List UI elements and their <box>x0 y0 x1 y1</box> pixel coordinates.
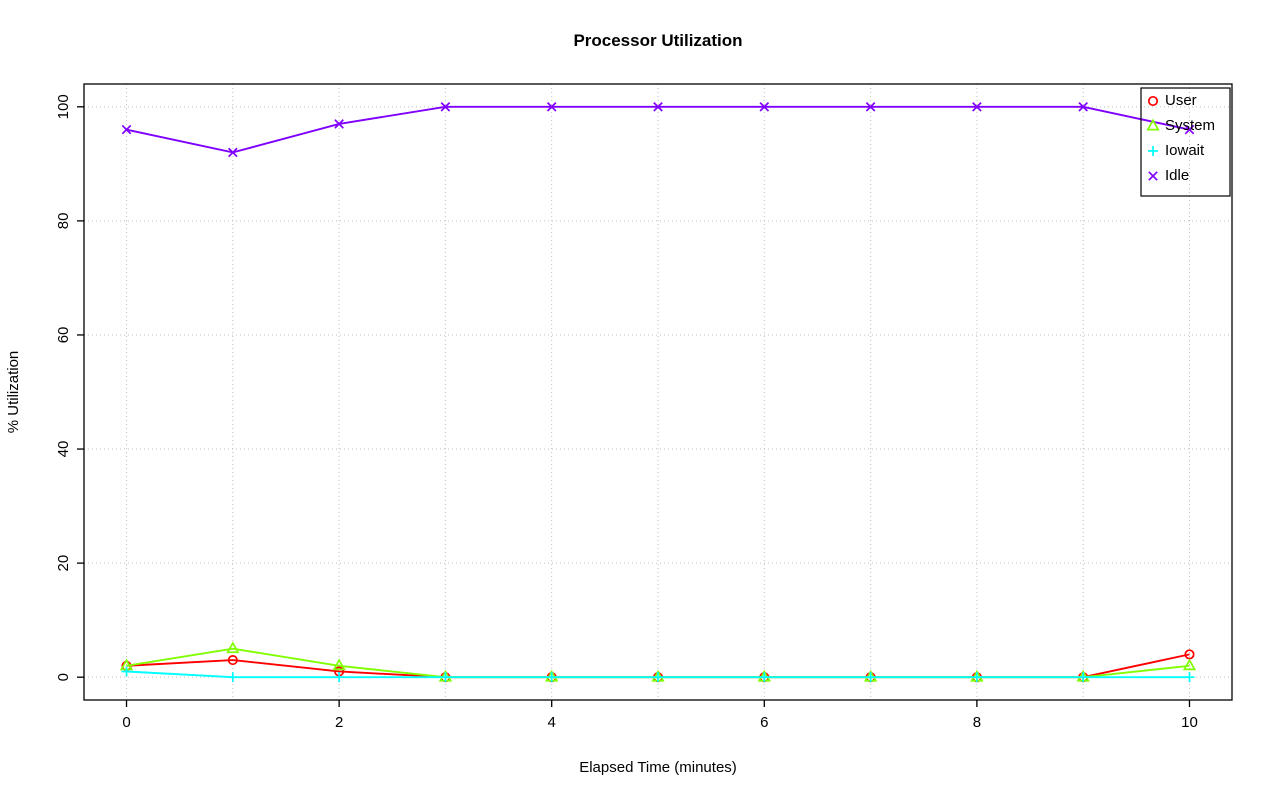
x-tick-label: 10 <box>1181 714 1198 731</box>
marker-x <box>865 102 876 112</box>
marker-triangle <box>1182 658 1197 671</box>
marker-triangle <box>1146 118 1160 131</box>
y-tick-label: 40 <box>55 441 72 458</box>
y-axis-label: % Utilization <box>5 351 22 434</box>
x-tick-label: 2 <box>335 714 343 731</box>
marker-plus <box>971 672 982 683</box>
plot-box <box>83 83 1233 701</box>
legend-item-label: Idle <box>1165 167 1189 184</box>
x-axis-label: Elapsed Time (minutes) <box>579 759 737 776</box>
marker-x <box>1148 171 1158 181</box>
y-tick-label: 60 <box>55 327 72 344</box>
marker-plus <box>865 672 876 683</box>
marker-x <box>228 147 238 158</box>
marker-plus <box>121 666 132 677</box>
marker-plus <box>1078 672 1089 683</box>
marker-x <box>121 124 132 135</box>
y-tick-label: 20 <box>55 555 72 572</box>
marker-x <box>440 102 451 112</box>
legend-box <box>1140 87 1231 197</box>
chart-title: Processor Utilization <box>573 31 742 50</box>
x-tick-label: 8 <box>973 714 981 731</box>
marker-x <box>1078 102 1088 112</box>
marker-x <box>546 102 557 112</box>
x-tick-label: 6 <box>760 714 768 731</box>
x-tick-label: 4 <box>548 714 556 731</box>
marker-plus <box>1148 146 1158 156</box>
y-tick-label: 100 <box>55 94 72 119</box>
y-tick-label: 80 <box>55 213 72 230</box>
marker-plus <box>759 672 770 683</box>
legend-item-label: System <box>1165 117 1215 134</box>
legend-item-label: User <box>1165 92 1197 109</box>
marker-plus <box>227 672 238 683</box>
marker-plus <box>653 672 663 683</box>
y-tick-label: 0 <box>55 673 72 681</box>
x-tick-label: 0 <box>122 714 130 731</box>
marker-x <box>1184 124 1195 135</box>
marker-plus <box>334 672 345 683</box>
marker-circle <box>1147 95 1159 107</box>
marker-circle <box>227 655 238 666</box>
marker-plus <box>1184 672 1195 683</box>
marker-x <box>972 102 982 112</box>
marker-x <box>334 119 344 129</box>
marker-triangle <box>332 658 346 671</box>
marker-plus <box>440 672 451 683</box>
marker-x <box>759 102 770 112</box>
marker-x <box>653 102 663 112</box>
legend-item-label: Iowait <box>1165 142 1205 159</box>
marker-triangle <box>226 641 240 654</box>
marker-plus <box>546 672 557 683</box>
